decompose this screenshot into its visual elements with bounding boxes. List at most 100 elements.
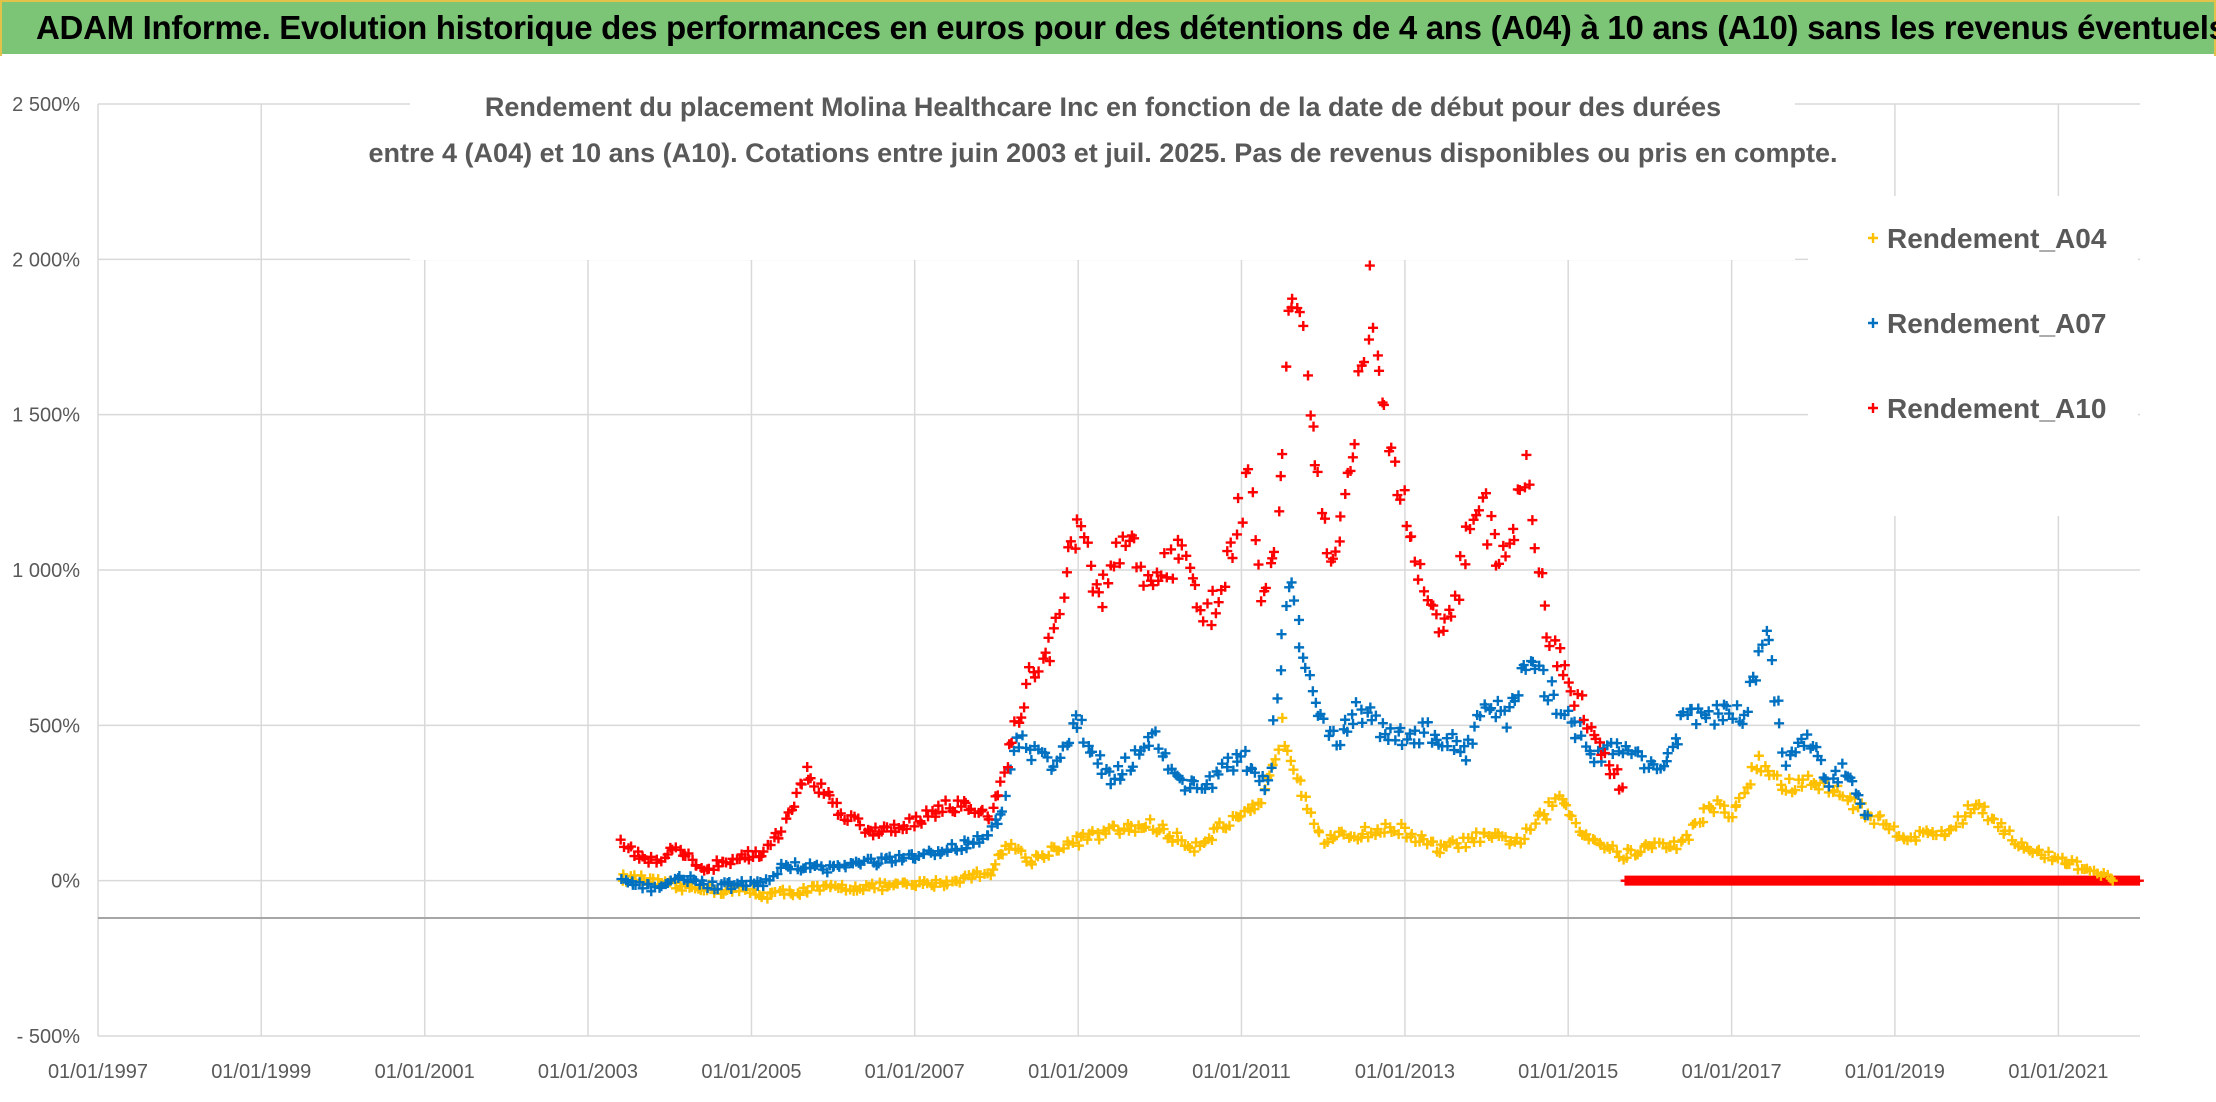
data-point-rendement-a04 — [762, 893, 773, 904]
data-point-rendement-a07 — [1300, 662, 1311, 673]
data-point-rendement-a07 — [1048, 761, 1059, 772]
data-point-rendement-a07 — [1410, 725, 1421, 736]
data-point-rendement-a04 — [882, 881, 893, 892]
data-point-rendement-a10 — [1493, 558, 1504, 569]
data-point-rendement-a04 — [1671, 844, 1682, 855]
data-point-rendement-a07 — [1475, 711, 1486, 722]
legend-label: Rendement_A10 — [1887, 393, 2106, 424]
data-point-rendement-a10 — [1021, 678, 1032, 689]
data-point-rendement-a10 — [1153, 575, 1164, 586]
data-point-rendement-a10 — [1364, 260, 1375, 271]
data-point-rendement-a04 — [1182, 840, 1193, 851]
data-point-rendement-a10 — [1595, 737, 1605, 748]
data-point-rendement-a10 — [1213, 597, 1224, 608]
data-point-rendement-a07 — [1737, 718, 1748, 729]
data-point-rendement-a10 — [824, 790, 835, 801]
data-point-rendement-a07 — [1546, 676, 1557, 687]
data-point-rendement-a07 — [1612, 738, 1623, 749]
data-point-rendement-a07 — [873, 858, 884, 869]
data-point-rendement-a07 — [956, 844, 967, 855]
data-point-rendement-a04 — [971, 866, 982, 877]
data-point-rendement-a10 — [1489, 529, 1500, 540]
x-tick-label: 01/01/2013 — [1355, 1061, 1455, 1083]
data-point-rendement-a07 — [1757, 639, 1768, 650]
data-point-rendement-a10 — [1309, 460, 1320, 471]
data-point-rendement-a07 — [1455, 747, 1466, 758]
data-point-rendement-a10 — [1473, 505, 1484, 516]
data-point-rendement-a07 — [1777, 747, 1788, 758]
data-point-rendement-a10 — [1189, 580, 1200, 591]
data-point-rendement-a04 — [1977, 808, 1988, 819]
data-point-rendement-a07 — [1542, 695, 1553, 706]
data-point-rendement-a04 — [1006, 838, 1017, 849]
data-point-rendement-a10 — [1024, 662, 1035, 673]
data-point-rendement-a10 — [1433, 627, 1444, 638]
data-point-rendement-a04 — [877, 885, 888, 896]
y-tick-label: - 500% — [17, 1026, 81, 1048]
data-point-rendement-a10 — [930, 808, 941, 819]
data-point-rendement-a10 — [1413, 574, 1424, 585]
data-point-rendement-a04 — [1282, 745, 1293, 756]
data-point-rendement-a10 — [1185, 562, 1196, 573]
data-point-rendement-a07 — [1222, 752, 1233, 763]
data-point-rendement-a10 — [626, 841, 637, 852]
data-point-rendement-a04 — [1646, 843, 1657, 854]
axes: - 500% 0% 500% 1 000% 1 500% 2 000% 2 500% 01/0… — [12, 94, 2140, 1083]
data-point-rendement-a10 — [1438, 625, 1449, 636]
data-point-rendement-a04 — [1189, 846, 1200, 857]
x-tick-label: 01/01/2001 — [375, 1061, 475, 1083]
data-point-rendement-a04 — [1957, 818, 1968, 829]
data-point-rendement-a10 — [1454, 594, 1465, 605]
x-tick-label: 01/01/1997 — [48, 1061, 148, 1083]
data-point-rendement-a10 — [1061, 567, 1072, 578]
data-point-rendement-a04 — [869, 883, 880, 894]
data-point-rendement-a07 — [1096, 768, 1107, 779]
y-tick-label: 0% — [51, 871, 80, 893]
data-point-rendement-a10 — [615, 834, 626, 845]
data-point-rendement-a10 — [773, 833, 784, 844]
data-point-rendement-a04 — [2066, 855, 2077, 866]
data-point-rendement-a10 — [1287, 293, 1298, 304]
data-point-rendement-a07 — [1709, 719, 1720, 730]
data-point-rendement-a07 — [1422, 717, 1433, 728]
data-point-rendement-a04 — [2043, 846, 2054, 857]
data-point-rendement-a07 — [1204, 771, 1215, 782]
data-point-rendement-a07 — [1177, 774, 1188, 785]
data-point-rendement-a04 — [1140, 821, 1151, 832]
data-point-rendement-a07 — [1298, 652, 1309, 663]
data-point-rendement-a07 — [1377, 718, 1388, 729]
data-point-rendement-a07 — [1294, 614, 1304, 625]
data-point-rendement-a07 — [1375, 732, 1386, 743]
data-point-rendement-a10 — [1498, 540, 1509, 551]
data-point-rendement-a04 — [1734, 793, 1745, 804]
data-point-rendement-a10 — [1220, 581, 1231, 592]
data-point-rendement-a07 — [1753, 646, 1764, 657]
data-point-rendement-a04 — [1500, 832, 1511, 843]
data-point-rendement-a07 — [1636, 751, 1647, 762]
data-point-rendement-a07 — [1431, 734, 1442, 745]
data-point-rendement-a04 — [1745, 779, 1756, 790]
data-point-rendement-a10 — [1143, 570, 1154, 581]
data-point-rendement-a07 — [1703, 706, 1714, 717]
data-point-rendement-a10 — [781, 813, 792, 824]
x-tick-label: 01/01/1999 — [211, 1061, 311, 1083]
data-point-rendement-a04 — [1451, 838, 1462, 849]
data-point-rendement-a10 — [1076, 521, 1087, 532]
data-point-rendement-a10 — [1563, 677, 1574, 688]
data-point-rendement-a04 — [1541, 814, 1552, 825]
data-point-rendement-a07 — [1071, 710, 1082, 721]
data-point-rendement-a10 — [1550, 635, 1561, 646]
data-point-rendement-a04 — [1357, 829, 1368, 840]
data-point-rendement-a07 — [1442, 741, 1453, 752]
x-tick-label: 01/01/2007 — [865, 1061, 965, 1083]
data-point-rendement-a04 — [837, 879, 848, 890]
data-point-rendement-a07 — [1451, 736, 1462, 747]
data-point-rendement-a07 — [1390, 735, 1401, 746]
data-point-rendement-a07 — [1104, 766, 1115, 777]
data-point-rendement-a07 — [871, 860, 882, 871]
data-point-rendement-a10 — [1558, 670, 1569, 681]
data-point-rendement-a10 — [854, 820, 865, 831]
data-point-rendement-a04 — [1067, 837, 1078, 848]
data-point-rendement-a04 — [1199, 838, 1210, 849]
data-point-rendement-a07 — [1055, 752, 1066, 763]
